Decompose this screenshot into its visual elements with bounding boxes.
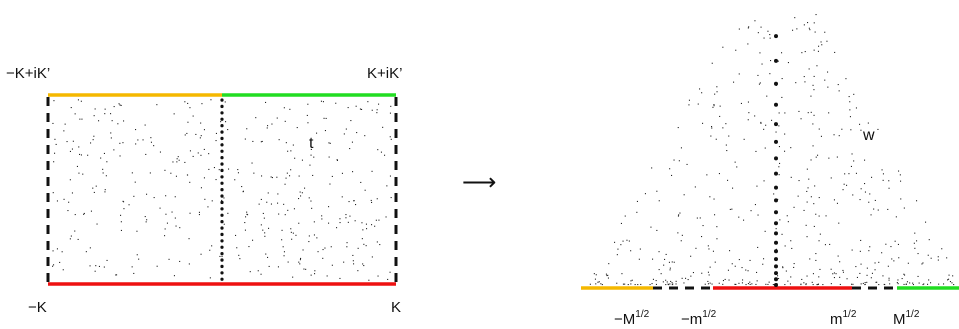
corner-label-top-right: K+iK’: [367, 65, 402, 82]
tick-label-M-sqrt: M1/2: [893, 309, 920, 328]
t-plane-panel: −K+iK’ K+iK’ −K K t: [6, 65, 402, 316]
w-plane-panel: w −M1/2 −m1/2 m1/2 M1/2: [581, 14, 959, 328]
t-variable-label: t: [309, 135, 314, 152]
w-variable-label: w: [862, 127, 875, 144]
w-plane-speckle: [589, 14, 955, 286]
mapping-arrow: ⟶: [462, 169, 496, 196]
tick-label-neg-m-sqrt: −m1/2: [681, 309, 717, 328]
corner-label-bottom-left: −K: [28, 299, 47, 316]
tick-label-neg-M-sqrt: −M1/2: [614, 309, 650, 328]
corner-label-top-left: −K+iK’: [6, 65, 50, 82]
corner-label-bottom-right: K: [391, 299, 401, 316]
imaginary-axis-dotted: [774, 34, 778, 287]
tick-label-m-sqrt: m1/2: [830, 309, 857, 328]
